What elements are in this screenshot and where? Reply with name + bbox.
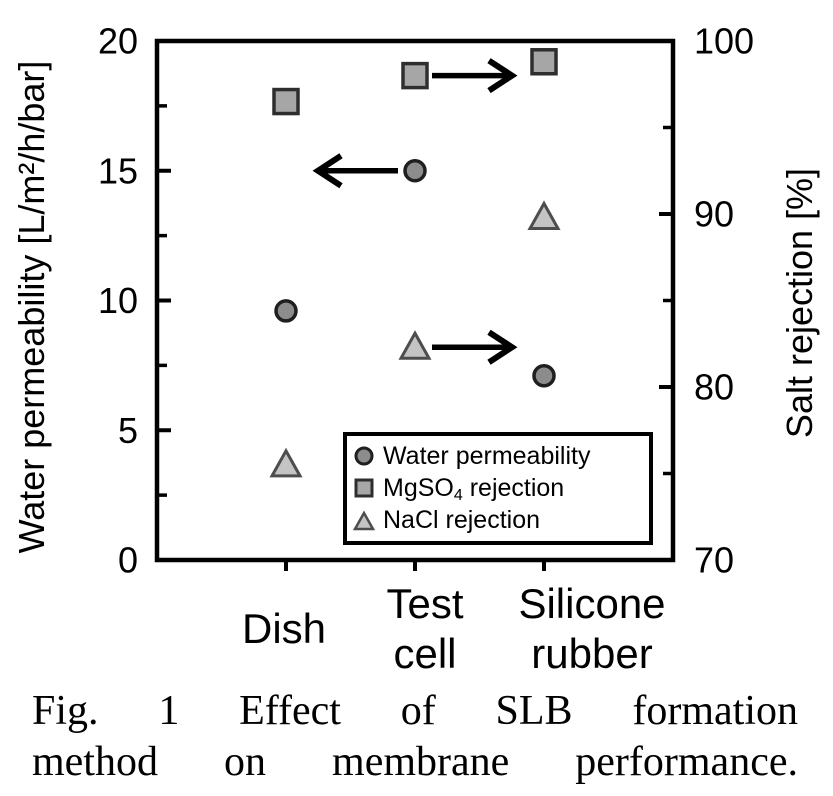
arrow-right-icon [487, 58, 518, 94]
x-category-test-cell: Test cell [386, 580, 464, 677]
data-point-triangle [398, 330, 432, 360]
data-point-circle [532, 364, 556, 388]
legend-label: NaCl rejection [383, 506, 541, 535]
arrow-right-icon [487, 329, 518, 365]
data-point-circle [403, 159, 427, 183]
data-point-square [272, 87, 300, 116]
data-point-square [401, 61, 429, 90]
x-category-dish: Dish [241, 605, 327, 652]
triangle-marker-icon [353, 510, 375, 531]
legend-item-mgso4-rejection: MgSO4 rejection [353, 472, 643, 504]
left-axis-tick-label: 15 [98, 150, 138, 191]
legend-label: Water permeability [383, 441, 591, 470]
arrow-left-icon [312, 153, 343, 189]
data-point-square [530, 48, 558, 76]
figure-caption: Fig. 1 Effect of SLB formation method on… [32, 686, 798, 788]
circle-marker-icon [354, 446, 374, 466]
data-point-triangle [527, 200, 561, 230]
left-axis-tick-label: 5 [118, 410, 138, 451]
left-axis-tick-label: 0 [118, 540, 138, 581]
left-axis-tick-label: 20 [98, 21, 138, 62]
legend-label: MgSO4 rejection [383, 473, 565, 504]
right-axis-tick-label: 70 [694, 540, 734, 581]
legend-item-nacl-rejection: NaCl rejection [353, 505, 643, 537]
left-axis-tick-label: 10 [98, 280, 138, 321]
caption-line-2: method on membrane performance. [32, 739, 798, 785]
data-point-triangle [269, 447, 303, 478]
right-axis-tick-label: 100 [694, 21, 754, 62]
legend-box: Water permeability MgSO4 rejection NaCl … [343, 432, 653, 545]
square-marker-icon [354, 478, 374, 498]
data-point-circle [274, 299, 298, 323]
right-axis-tick-label: 80 [694, 367, 734, 408]
x-category-silicone-rubber: Silicone rubber [518, 580, 666, 677]
right-axis-tick-label: 90 [694, 194, 734, 235]
legend-item-water-permeability: Water permeability [353, 440, 643, 472]
caption-line-1: Fig. 1 Effect of SLB formation [32, 688, 798, 734]
